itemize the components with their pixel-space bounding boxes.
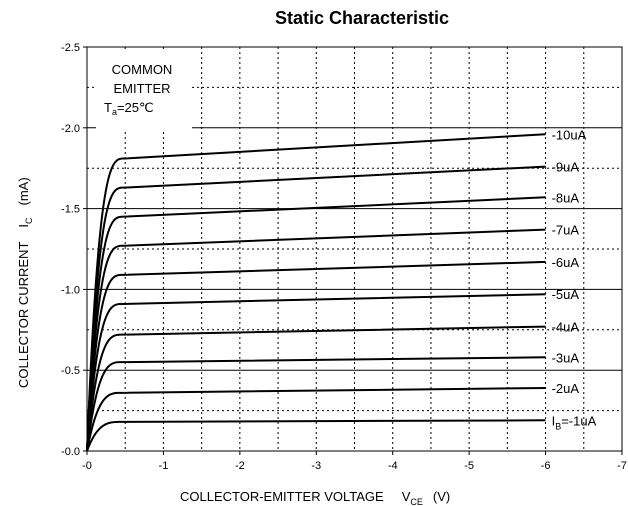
y-tick-label: -2.5 (61, 42, 80, 54)
ambient-temp-value: =25℃ (117, 100, 154, 115)
x-axis-unit: (V) (433, 489, 450, 504)
x-tick-label: -5 (464, 460, 474, 472)
curve-label: -7uA (552, 223, 580, 238)
y-tick-label: -2.0 (61, 123, 80, 135)
x-tick-label: -1 (159, 460, 169, 472)
curve-label: -10uA (552, 127, 587, 142)
curve-ib3ua (86, 356, 546, 452)
annotation-line-1: COMMON (112, 62, 173, 77)
curve-label-prefix: I (552, 413, 556, 428)
y-tick-label: -0.0 (61, 446, 80, 458)
y-axis-ticks: -0.0 -0.5 -1.0 -1.5 -2.0 -2.5 (61, 42, 87, 458)
y-axis-symbol: I (16, 224, 31, 228)
x-axis-ticks: -0 -1 -2 -3 -4 -5 -6 -7 (82, 451, 627, 472)
curve-ib1ua (86, 419, 546, 452)
y-axis-unit: (mA) (16, 177, 31, 205)
curve-label: -3uA (552, 350, 580, 365)
curve-label-suffix: =-1uA (561, 413, 596, 428)
ambient-temp-symbol: T (104, 100, 112, 115)
curve-label-subscript: B (555, 421, 561, 431)
ambient-temp-subscript: a (112, 107, 117, 117)
x-tick-label: -7 (617, 460, 627, 472)
curve-ib10ua (86, 133, 546, 452)
major-grid (87, 52, 622, 371)
x-tick-label: -2 (235, 460, 245, 472)
curve-label: IB=-1uA (552, 413, 597, 431)
x-axis-subscript: CE (410, 497, 423, 506)
chart-title: Static Characteristic (275, 8, 449, 28)
curve-ib6ua (86, 260, 546, 452)
x-axis-label: COLLECTOR-EMITTER VOLTAGE VCE (V) (180, 489, 450, 506)
curve-ib2ua (86, 386, 546, 452)
y-tick-label: -1.5 (61, 204, 80, 216)
annotation-box (96, 52, 192, 130)
curve-label: -2uA (552, 381, 580, 396)
curve-label: -9uA (552, 160, 580, 175)
curve-labels: IB=-1uA -2uA -3uA -4uA -5uA -6uA -7uA -8uA -9uA -… (552, 127, 597, 431)
y-axis-subscript: C (24, 217, 34, 224)
x-tick-label: -0 (82, 460, 92, 472)
y-tick-label: -1.0 (61, 284, 80, 296)
curve-label: -6uA (552, 255, 580, 270)
curve-label: -8uA (552, 190, 580, 205)
y-axis-label: COLLECTOR CURRENT IC (mA) (16, 177, 34, 388)
x-axis-label-text: COLLECTOR-EMITTER VOLTAGE (180, 489, 384, 504)
x-tick-label: -3 (311, 460, 321, 472)
curve-ib4ua (86, 325, 546, 452)
curve-ib5ua (86, 293, 546, 452)
x-tick-label: -6 (541, 460, 551, 472)
x-axis-symbol: V (402, 489, 411, 504)
y-tick-label: -0.5 (61, 365, 80, 377)
curve-label: -4uA (552, 320, 580, 335)
y-axis-label-text: COLLECTOR CURRENT (16, 242, 31, 388)
curve-label: -5uA (552, 287, 580, 302)
plot-frame (86, 46, 623, 452)
annotation-line-3: Ta=25℃ (104, 100, 154, 117)
annotation-line-2: EMITTER (113, 81, 170, 96)
x-tick-label: -4 (388, 460, 398, 472)
curves (86, 133, 546, 452)
